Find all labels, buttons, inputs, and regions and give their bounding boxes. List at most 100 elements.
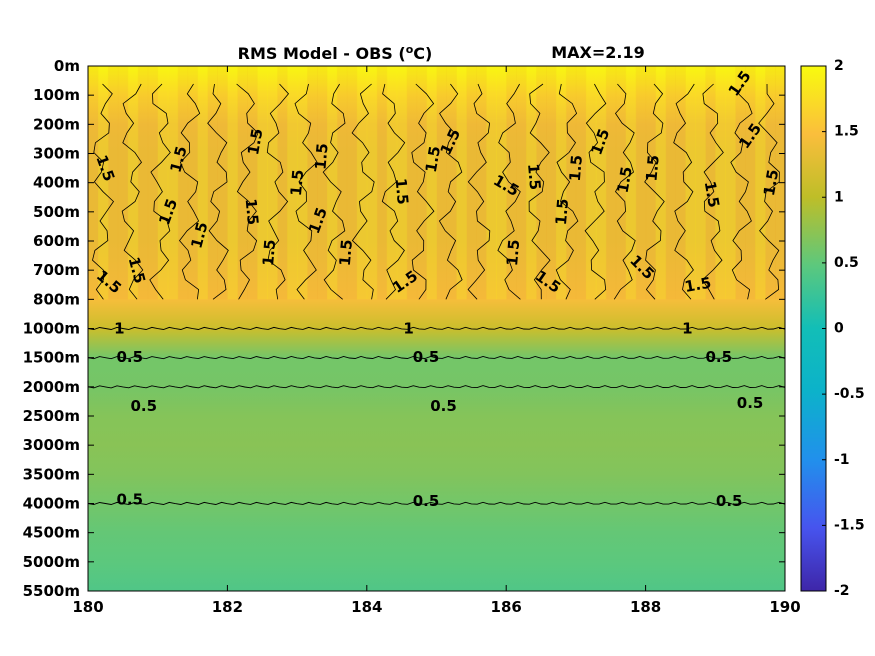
contour-label: 1.5 — [760, 168, 782, 197]
y-tick-label: 600m — [33, 232, 80, 250]
heatmap-cell — [675, 66, 686, 300]
heatmap-cell — [516, 66, 527, 300]
contour-label: 1.5 — [336, 239, 356, 267]
heatmap-cell — [486, 66, 497, 300]
heatmap-cell — [735, 66, 746, 300]
heatmap-cell — [526, 66, 537, 300]
heatmap-cell — [257, 66, 268, 300]
contour-line-0-5 — [87, 501, 786, 505]
y-tick-label: 4500m — [23, 524, 80, 542]
x-tick-label: 184 — [351, 598, 382, 616]
heatmap-cell — [506, 66, 517, 300]
heatmap-cell — [227, 66, 238, 300]
heatmap-cell — [117, 66, 129, 300]
heatmap-cell — [476, 66, 487, 300]
contour-line-1-5 — [644, 83, 665, 300]
y-tick-label: 1500m — [23, 349, 80, 367]
heatmap-cell — [137, 66, 149, 300]
contour-label: 1.5 — [701, 180, 723, 209]
colorbar-tick-label: 0.5 — [834, 255, 859, 271]
contour-line-1-5 — [294, 83, 318, 300]
chart-title: RMS Model - OBS (oC) — [238, 43, 433, 63]
contour-lines — [87, 65, 786, 592]
heatmap-cell — [546, 66, 557, 300]
heatmap-cell — [356, 66, 368, 300]
heatmap-cell — [287, 66, 298, 300]
heatmap-cell — [625, 66, 637, 300]
contour-label: 1.5 — [683, 274, 712, 296]
contour-label: 0.5 — [117, 490, 144, 508]
colorbar: -2 -1.5 -1 -0.5 0 0.5 1 1.5 2 — [800, 58, 865, 599]
heatmap-cell — [107, 66, 119, 300]
contour-line-1-5 — [207, 83, 229, 300]
heatmap-cell — [436, 66, 447, 300]
colorbar-tick-label: 1.5 — [834, 124, 859, 140]
contour-line-1-5 — [528, 83, 551, 300]
heatmap-cell — [416, 66, 428, 300]
y-tick-label: 3500m — [23, 465, 80, 483]
colorbar-tick-label: 2 — [834, 58, 844, 74]
contour-line-1-5 — [266, 83, 290, 300]
contour-label: 1.5 — [524, 163, 544, 191]
contour-label: 1.5 — [422, 145, 444, 174]
contour-line-1-5 — [467, 83, 491, 300]
contour-line-1-5 — [178, 83, 201, 300]
y-tick-label: 800m — [33, 290, 80, 308]
heatmap-cell — [645, 66, 657, 300]
heatmap-cell — [456, 66, 467, 300]
heatmap-cell — [685, 66, 696, 300]
contour-label: 1.5 — [242, 198, 262, 226]
contour-label: 1.5 — [259, 239, 279, 267]
contour-line-1-5 — [730, 83, 753, 300]
contour-label: 1.5 — [244, 127, 266, 156]
contour-line-1-5 — [758, 83, 780, 300]
y-tick-label: 1000m — [23, 320, 80, 338]
title-text: RMS Model - OBS ( — [238, 44, 406, 63]
contour-label: 1 — [682, 320, 692, 338]
heatmap-cell — [715, 66, 726, 300]
heatmap-cell — [575, 66, 587, 300]
y-tick-label: 100m — [33, 86, 80, 104]
y-tick-label: 0m — [54, 57, 80, 75]
contour-line-0-5 — [87, 385, 786, 389]
contour-label: 0.5 — [413, 348, 440, 366]
contour-label: 0.5 — [117, 348, 144, 366]
title-unit: C) — [413, 44, 432, 63]
y-tick-label: 3000m — [23, 436, 80, 454]
heatmap-cell — [655, 66, 667, 300]
y-tick-label: 300m — [33, 145, 80, 163]
x-tick-label: 190 — [769, 598, 800, 616]
y-tick-label: 5000m — [23, 553, 80, 571]
max-label: MAX=2.19 — [551, 43, 645, 62]
colorbar-tick-label: -1 — [834, 452, 850, 468]
heatmap-cell — [346, 66, 358, 300]
heatmap-cell — [755, 66, 766, 300]
contour-line-1-5 — [438, 83, 463, 300]
heatmap-cell — [426, 66, 437, 300]
heatmap-cell — [327, 66, 338, 300]
contour-label: 0.5 — [131, 397, 158, 415]
heatmap-cell — [167, 66, 179, 300]
heatmap-cell — [217, 66, 228, 300]
heatmap-cell — [396, 66, 408, 300]
y-tick-label: 500m — [33, 203, 80, 221]
x-tick-label: 186 — [491, 598, 522, 616]
contour-line-0-5 — [87, 356, 786, 360]
heatmap-cell — [297, 66, 308, 300]
contour-label: 0.5 — [716, 492, 743, 510]
contour-label: 1.5 — [552, 198, 572, 226]
heatmap-cell — [386, 66, 398, 300]
heatmap-cell — [765, 66, 776, 300]
contour-line-1-5 — [322, 83, 346, 300]
colorbar-tick-label: -1.5 — [834, 517, 865, 533]
x-axis: 180 182 184 186 188 190 — [72, 66, 801, 616]
heatmap-cell — [496, 66, 507, 300]
plot-area — [88, 66, 786, 591]
heatmap-cell — [536, 66, 547, 300]
colorbar-gradient — [800, 65, 827, 592]
contour-line-1-5 — [584, 83, 607, 300]
heatmap-cell — [307, 66, 318, 300]
colorbar-tick-label: -2 — [834, 583, 850, 599]
heatmap-cell — [147, 66, 159, 300]
